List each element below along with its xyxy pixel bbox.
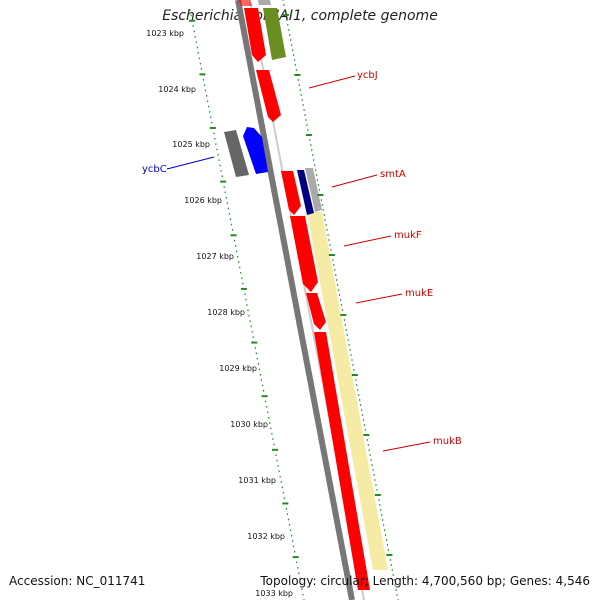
gene-arrow-red-mukf: [290, 216, 318, 292]
kbp-label: 1030 kbp: [230, 420, 268, 429]
callout-line-smta: [331, 174, 378, 188]
kbp-label: 1023 kbp: [146, 29, 184, 38]
kbp-label: 1028 kbp: [207, 308, 245, 317]
gene-fragment-gray: [258, 0, 271, 5]
gene-fragment-red: [238, 0, 252, 6]
gene-label-muke: mukE: [405, 288, 433, 299]
callout-line-ycbj: [308, 75, 356, 89]
gene-label-ycbc: ycbC: [142, 164, 167, 175]
backbone-strand: [235, 0, 355, 600]
gene-arrow-olive: [263, 8, 286, 60]
gene-arrow-blue-ycbc: [243, 127, 268, 174]
gene-arrow-red-smta: [281, 171, 301, 215]
kbp-label: 1027 kbp: [196, 252, 234, 261]
accession-text: Accession: NC_011741: [9, 574, 146, 588]
callout-line-mukb: [382, 441, 431, 452]
kbp-label: 1031 kbp: [238, 476, 276, 485]
kbp-label: 1032 kbp: [247, 532, 285, 541]
gene-label-mukb: mukB: [433, 436, 462, 447]
right-tick-track: [282, 0, 399, 600]
kbp-label-group: 1023 kbp 1024 kbp 1025 kbp 1026 kbp 1027…: [146, 29, 293, 598]
ruler-track: [189, 9, 305, 600]
callout-line-ycbc: [166, 156, 215, 170]
gene-gray-small: [305, 168, 322, 212]
gene-arrow-red-muke: [306, 293, 326, 330]
gene-arrow-red-mukb: [314, 332, 370, 590]
kbp-label: 1033 kbp: [255, 589, 293, 598]
kbp-label: 1025 kbp: [172, 140, 210, 149]
gene-arrow-red-2: [256, 70, 281, 122]
gene-label-mukf: mukF: [394, 230, 422, 241]
operon-highlight: [307, 212, 388, 570]
kbp-label: 1024 kbp: [158, 85, 196, 94]
callout-line-muke: [355, 293, 403, 304]
genome-title: Escherichia coli IAI1, complete genome: [162, 8, 438, 24]
gene-arrow-navy: [297, 170, 314, 215]
gene-label-ycbj: ycbJ: [357, 70, 378, 81]
gene-label-smta: smtA: [380, 169, 406, 180]
callout-line-mukf: [343, 235, 392, 247]
kbp-label: 1026 kbp: [184, 196, 222, 205]
kbp-label: 1029 kbp: [219, 364, 257, 373]
genome-info-text: Topology: circular; Length: 4,700,560 bp…: [260, 574, 590, 588]
gene-gray-ycbc: [224, 130, 249, 177]
gene-arrow-red-1: [244, 8, 266, 62]
